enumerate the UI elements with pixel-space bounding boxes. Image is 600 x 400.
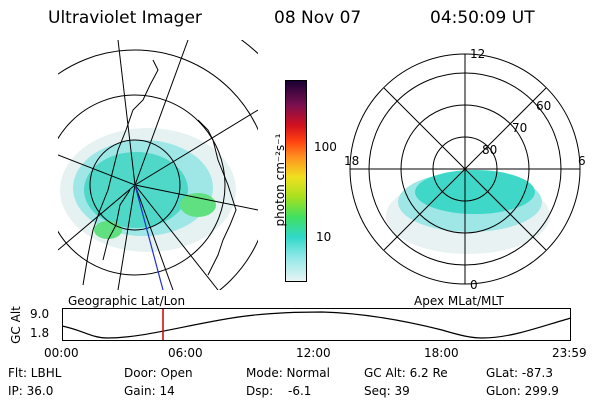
filter-field: Flt: LBHL <box>8 366 62 380</box>
altitude-axis-label: GC Alt <box>9 306 23 344</box>
color-scale-bar <box>285 80 307 282</box>
mlt-label-12: 12 <box>470 47 485 61</box>
colorbar-tick-10: 10 <box>316 230 332 244</box>
altitude-xtick-4: 23:59 <box>552 346 587 360</box>
seq-field: Seq: 39 <box>364 384 410 398</box>
aurora-spot-2 <box>94 221 122 239</box>
noon-meridian <box>134 184 164 290</box>
mlat-label-80: 80 <box>482 143 497 157</box>
colorbar-unit-label: photon cm⁻²s⁻¹ <box>273 133 287 227</box>
mlt-label-0: 0 <box>470 278 478 292</box>
altitude-ytick-max: 9.0 <box>30 307 50 321</box>
mlt-label-6: 6 <box>578 154 586 168</box>
time-label: 04:50:09 UT <box>430 8 535 28</box>
coastline-east <box>197 119 237 276</box>
latitude-grid <box>58 40 258 290</box>
mag-aurora-inner <box>415 170 535 214</box>
altitude-plot <box>62 308 572 341</box>
altitude-xtick-2: 12:00 <box>296 346 331 360</box>
altitude-xtick-0: 00:00 <box>44 346 79 360</box>
glat-field: GLat: -87.3 <box>486 366 553 380</box>
mlat-label-70: 70 <box>512 121 527 135</box>
aurora-spot <box>180 193 216 217</box>
colorbar-tick-100: 100 <box>314 140 337 154</box>
altitude-trace <box>62 311 572 339</box>
mag-panel-label: Apex MLat/MLT <box>414 294 504 308</box>
mlat-label-60: 60 <box>536 99 551 113</box>
dsp-label: Dsp: <box>246 384 274 398</box>
mlt-label-18: 18 <box>344 154 359 168</box>
meridian-grid <box>58 40 258 290</box>
mode-field: Mode: Normal <box>246 366 330 380</box>
gain-field: Gain: 14 <box>124 384 175 398</box>
coastline-peninsula <box>102 189 131 261</box>
coastline-west <box>82 59 159 286</box>
dsp-value: -6.1 <box>288 384 312 398</box>
altitude-ytick-min: 1.8 <box>30 326 50 340</box>
glon-field: GLon: 299.9 <box>486 384 559 398</box>
door-field: Door: Open <box>124 366 193 380</box>
altitude-xtick-3: 18:00 <box>424 346 459 360</box>
polar-grid <box>349 53 581 285</box>
geo-panel-label: Geographic Lat/Lon <box>68 294 186 308</box>
altitude-plot-frame <box>62 308 571 341</box>
ip-field: IP: 36.0 <box>8 384 54 398</box>
altitude-xtick-1: 06:00 <box>168 346 203 360</box>
gc-alt-field: GC Alt: 6.2 Re <box>364 366 448 380</box>
geographic-map <box>58 40 258 290</box>
date-label: 08 Nov 07 <box>274 8 362 28</box>
magnetic-polar-plot: 12 6 0 18 60 70 80 <box>344 47 586 292</box>
instrument-title: Ultraviolet Imager <box>48 8 202 28</box>
